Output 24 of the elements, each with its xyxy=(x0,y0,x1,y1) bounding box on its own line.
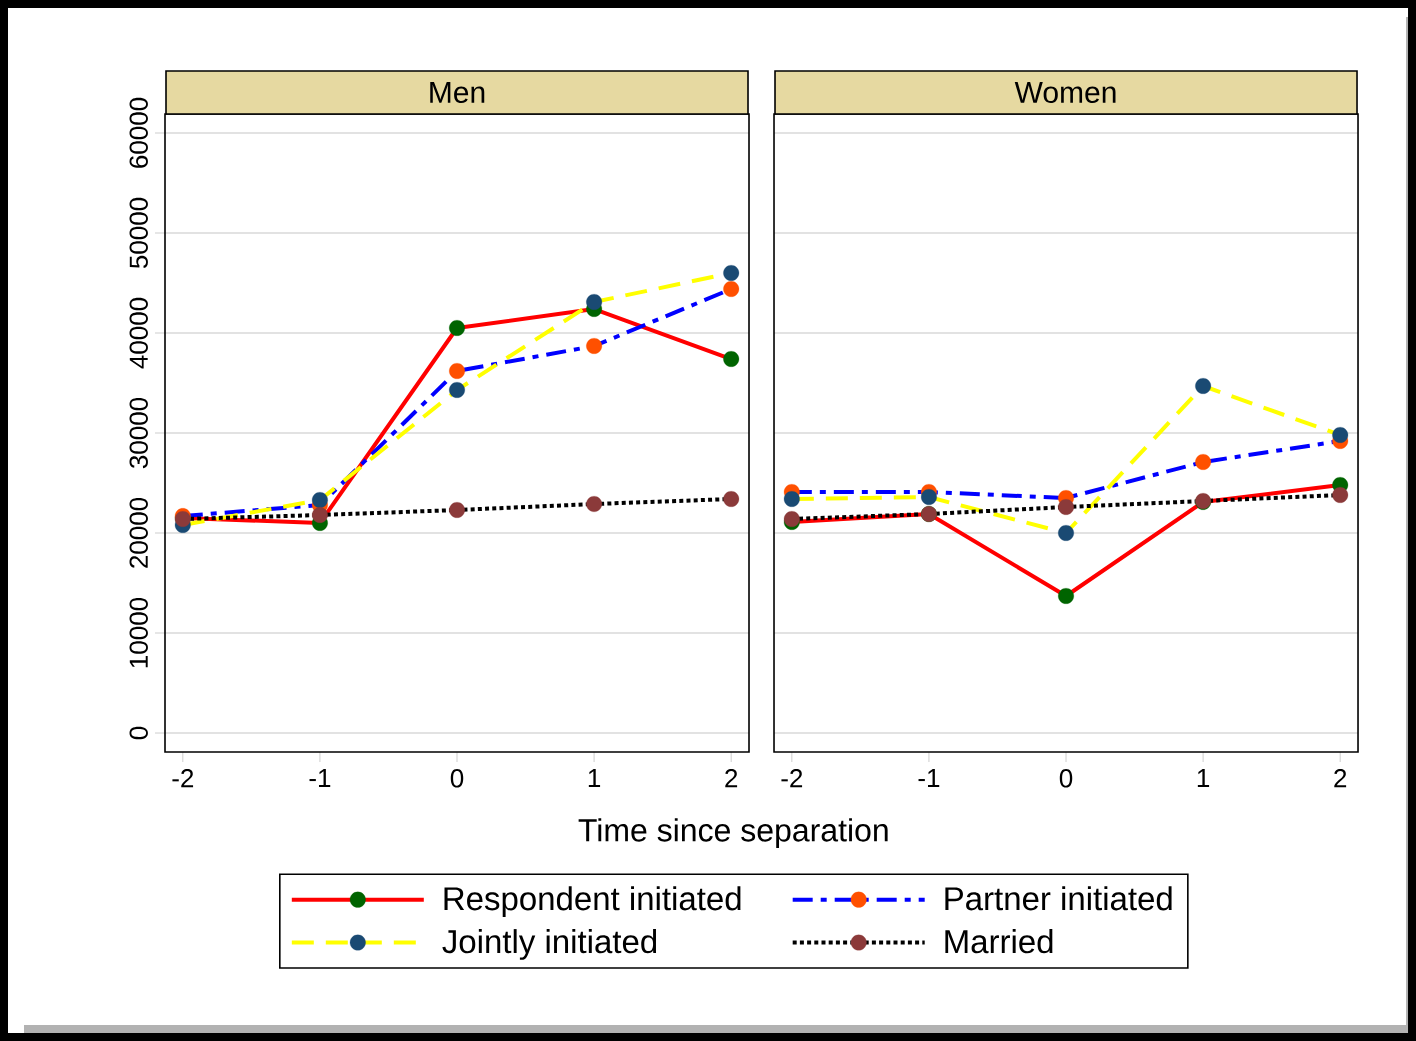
x-tick-label: -2 xyxy=(781,769,803,788)
x-axis-title: Time since separation xyxy=(578,818,888,848)
x-tick-label: 1 xyxy=(1197,769,1210,787)
y-tick-label: 20000 xyxy=(129,497,148,568)
legend-label: Partner initiated xyxy=(945,886,1172,911)
chart-title: Women xyxy=(1014,82,1116,103)
legend-label: Married xyxy=(945,929,1053,954)
y-tick-label: 0 xyxy=(129,726,148,740)
x-tick-label: -1 xyxy=(918,769,940,787)
y-tick-label: 40000 xyxy=(129,297,148,369)
x-tick-label: -2 xyxy=(172,769,194,788)
x-tick-label: 1 xyxy=(588,769,601,787)
y-tick-label: 10000 xyxy=(129,597,148,668)
x-tick-label: 2 xyxy=(1334,769,1347,788)
x-tick-label: 0 xyxy=(450,769,464,788)
chart-title: Men xyxy=(430,82,485,103)
x-tick-label: 2 xyxy=(725,769,738,788)
y-tick-label: 50000 xyxy=(129,197,148,269)
y-tick-label: 60000 xyxy=(129,97,148,168)
legend-label: Respondent initiated xyxy=(444,886,741,917)
y-tick-label: 30000 xyxy=(129,397,148,469)
x-tick-label: 0 xyxy=(1059,769,1073,788)
legend-label: Jointly initiated xyxy=(442,929,657,960)
x-tick-label: -1 xyxy=(309,769,331,787)
